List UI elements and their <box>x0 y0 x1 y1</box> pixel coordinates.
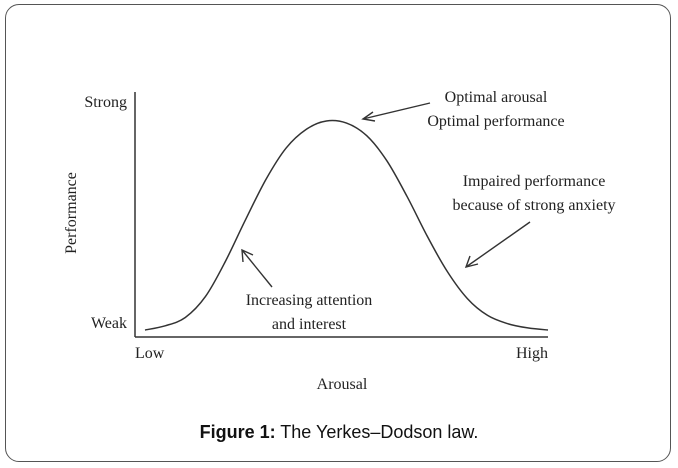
arrow-optimal-head <box>361 111 376 122</box>
y-tick-weak: Weak <box>91 315 127 332</box>
x-axis-label: Arousal <box>317 376 368 393</box>
y-tick-strong: Strong <box>84 94 127 111</box>
y-axis-label: Performance <box>63 172 80 254</box>
arrow-optimal <box>362 102 431 120</box>
annotation-increasing-line1: Increasing attention <box>246 292 373 309</box>
arrow-impaired <box>465 221 531 268</box>
arrow-increasing-head <box>241 248 254 263</box>
performance-curve <box>144 119 549 331</box>
figure-caption-text: The Yerkes–Dodson law. <box>275 422 479 442</box>
annotation-optimal-line2: Optimal performance <box>427 113 564 130</box>
figure-frame <box>5 4 671 462</box>
annotation-optimal-line1: Optimal arousal <box>445 89 548 106</box>
x-tick-low: Low <box>135 345 165 362</box>
annotation-impaired-line1: Impaired performance <box>463 173 606 190</box>
x-tick-high: High <box>516 345 548 362</box>
figure-caption: Figure 1: The Yerkes–Dodson law. <box>0 422 678 443</box>
annotation-increasing-line2: and interest <box>272 316 347 333</box>
figure-caption-label: Figure 1: <box>199 422 276 442</box>
annotation-impaired-line2: because of strong anxiety <box>452 197 615 214</box>
arrow-impaired-head <box>464 255 479 268</box>
arrow-increasing <box>241 249 273 288</box>
